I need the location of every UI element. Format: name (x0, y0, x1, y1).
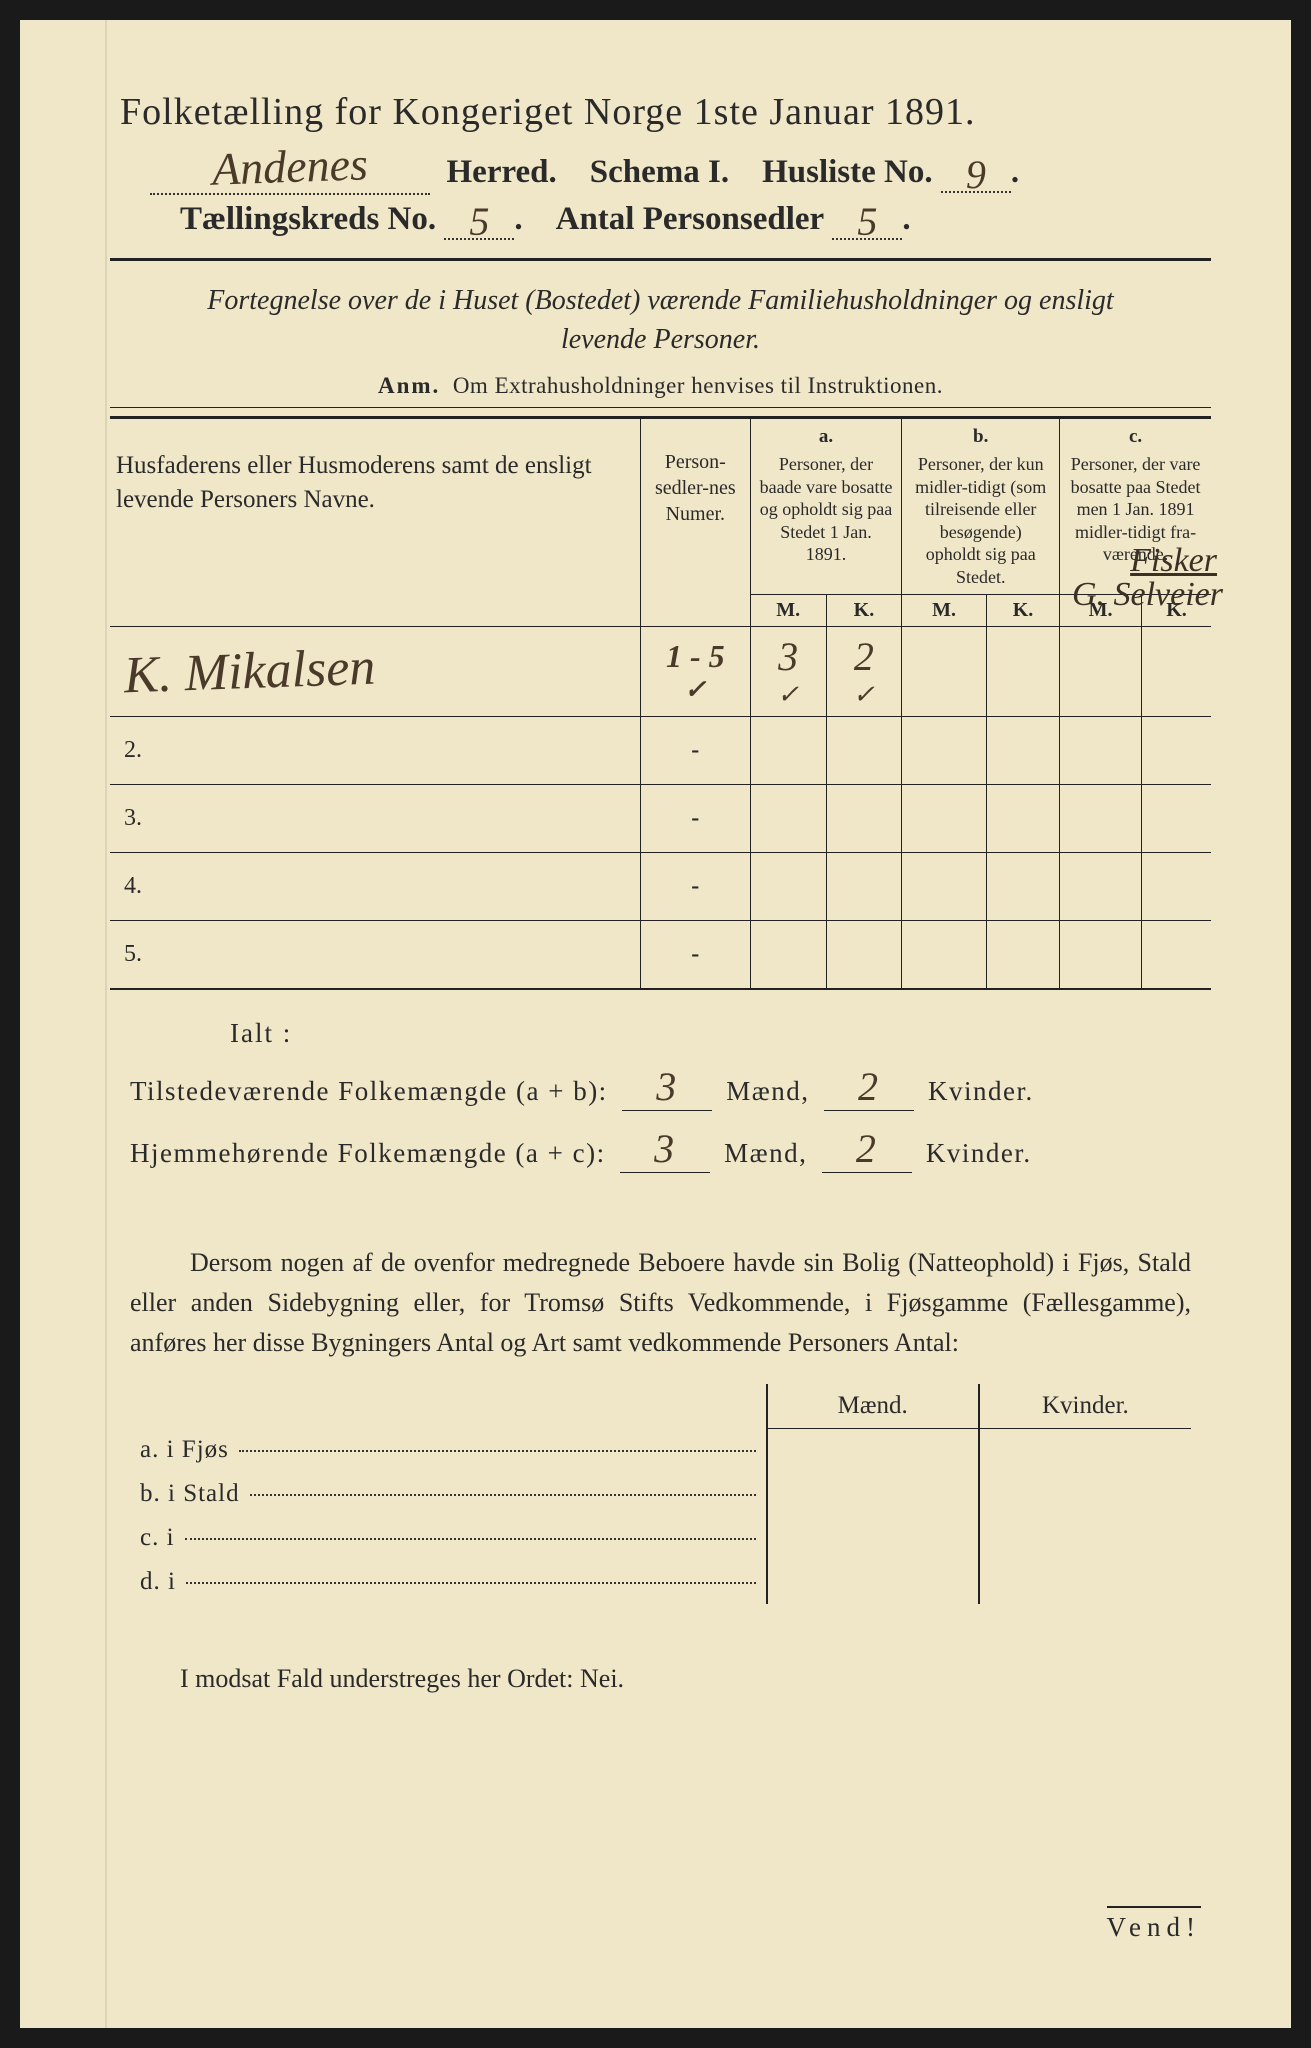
row-1-name: K. Mikalsen (110, 627, 640, 717)
row-1-bK (986, 627, 1059, 717)
col-a-k: K. (826, 595, 902, 627)
table-row: 4. - (110, 853, 1211, 921)
table-row: 2. - (110, 717, 1211, 785)
husliste-no-handwritten: 9 (966, 165, 986, 185)
census-table: Husfaderens eller Husmoderens samt de en… (110, 416, 1211, 989)
row-1-aK: 2✓ (826, 627, 902, 717)
table-row: K. Mikalsen 1 - 5 ✓ 3✓ 2✓ (110, 627, 1211, 717)
antal-handwritten: 5 (857, 212, 877, 232)
occupation-line1: Fisker (1130, 544, 1217, 578)
building-c-label: c. i (140, 1524, 185, 1552)
table-row: 5. - (110, 921, 1211, 989)
row-1-num: 1 - 5 ✓ (640, 627, 750, 717)
census-form-page: Folketælling for Kongeriget Norge 1ste J… (20, 20, 1291, 2028)
occupation-line2: G. Selveier (1072, 578, 1223, 612)
col-b-k: K. (986, 595, 1059, 627)
row-1-cK (1142, 627, 1211, 717)
col-b-m: M. (902, 595, 987, 627)
row-4-num-label: 4. (124, 873, 142, 899)
building-d-label: d. i (140, 1568, 186, 1596)
ialt-label: Ialt : (230, 1018, 1211, 1049)
rule-2 (110, 407, 1211, 408)
husliste-label: Husliste No. (762, 154, 933, 190)
side-building-paragraph: Dersom nogen af de ovenfor medregnede Be… (130, 1243, 1191, 1364)
building-b-label: b. i Stald (140, 1480, 250, 1508)
kreds-label: Tællingskreds No. (180, 201, 436, 237)
total-resident: Hjemmehørende Folkemængde (a + c): 3 Mæn… (130, 1125, 1211, 1173)
page-title: Folketælling for Kongeriget Norge 1ste J… (110, 90, 1211, 134)
row-1-cM (1060, 627, 1142, 717)
anm-text: Om Extrahusholdninger henvises til Instr… (453, 373, 943, 398)
col-number-header: Person-sedler-nes Numer. (640, 418, 750, 627)
kreds-no-handwritten: 5 (469, 212, 489, 232)
table-row: 3. - (110, 785, 1211, 853)
row-3-num-label: 3. (124, 805, 142, 831)
total-present: Tilstedeværende Folkemængde (a + b): 3 M… (130, 1063, 1211, 1111)
row-5-num: - (640, 921, 750, 989)
nei-line: I modsat Fald understreges her Ordet: Ne… (180, 1664, 1211, 1694)
herred-label: Herred. (447, 154, 557, 190)
row-2-num: - (640, 717, 750, 785)
col-a-header: a. Personer, der baade vare bosatte og o… (750, 418, 902, 595)
rule-1 (110, 258, 1211, 261)
col-name-header: Husfaderens eller Husmoderens samt de en… (110, 418, 640, 627)
row-5-num-label: 5. (124, 941, 142, 967)
row-1-aM: 3✓ (750, 627, 826, 717)
row-3-num: - (640, 785, 750, 853)
vend-label: Vend! (1107, 1906, 1201, 1943)
building-a-label: a. i Fjøs (140, 1436, 239, 1464)
buildings-maend-header: Mænd. (767, 1384, 979, 1429)
buildings-table: Mænd. Kvinder. a. i Fjøs b. i Stald c. i… (130, 1384, 1191, 1605)
row-2-num-label: 2. (124, 737, 142, 763)
page-gutter (105, 20, 107, 2028)
col-a-m: M. (750, 595, 826, 627)
buildings-kvinder-header: Kvinder. (979, 1384, 1191, 1429)
anm-prefix: Anm. (378, 373, 440, 398)
header-line-2: Tællingskreds No. 5. Antal Personsedler … (110, 201, 1211, 240)
schema-label: Schema I. (590, 154, 729, 190)
annotation-line: Anm. Om Extrahusholdninger henvises til … (110, 373, 1211, 399)
antal-label: Antal Personsedler (556, 201, 825, 237)
herred-handwritten: Andenes (211, 137, 369, 195)
header-line-1: Andenes Herred. Schema I. Husliste No. 9… (110, 140, 1211, 195)
subtitle: Fortegnelse over de i Huset (Bostedet) v… (170, 281, 1151, 359)
col-b-header: b. Personer, der kun midler-tidigt (som … (902, 418, 1060, 595)
row-1-bM (902, 627, 987, 717)
row-4-num: - (640, 853, 750, 921)
